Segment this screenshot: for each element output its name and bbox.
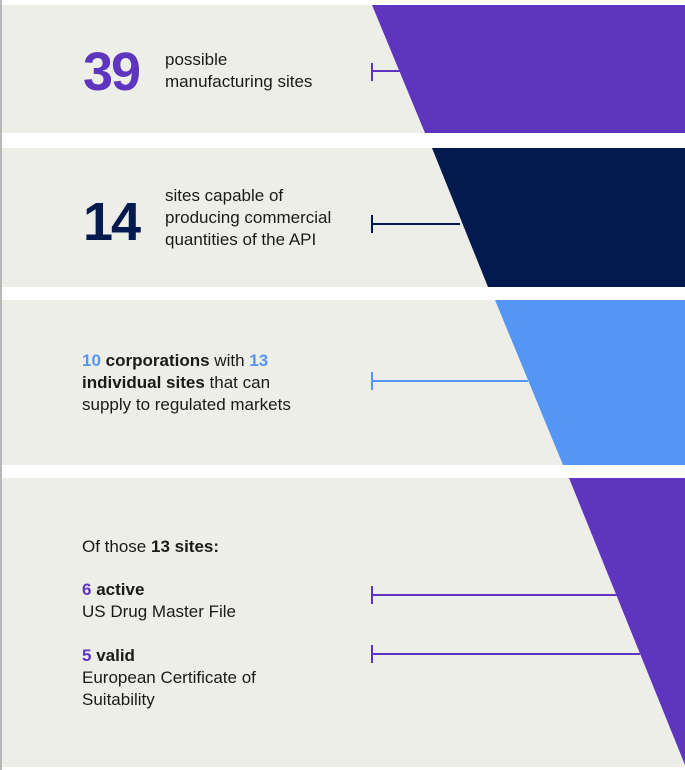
funnel-stage-certifications: Of those 13 sites: 6 active US Drug Mast… [2,478,685,767]
desc-line: supply to regulated markets [82,395,291,414]
left-border [0,0,2,770]
desc-line: manufacturing sites [165,72,313,91]
desc-line: European Certificate of [82,668,256,687]
desc-line: possible [165,50,228,69]
text: that can [209,373,271,392]
funnel-stage-regulated-markets: 10 corporations with 13 individual sites… [2,300,685,465]
stat-label: valid [96,646,135,665]
stat-description: possible manufacturing sites [165,49,312,93]
stat-description: 10 corporations with 13 individual sites… [82,350,291,416]
bold-text: individual sites [82,373,205,392]
desc-line: individual sites that can [82,372,291,394]
desc-line: Suitability [82,690,155,709]
stat-item-dmf: 6 active US Drug Master File [82,579,236,623]
stat-number: 14 [83,192,141,252]
stat-number: 6 [82,580,92,599]
stat-number: 5 [82,646,92,665]
stat-label: active [96,580,145,599]
sites-count: 13 [249,351,269,370]
desc-line: 10 corporations with 13 [82,350,291,372]
funnel-shape [371,148,685,287]
funnel-stage-commercial-sites: 14 sites capable of producing commercial… [2,148,685,287]
desc-line: US Drug Master File [82,602,236,621]
stat-item-cep: 5 valid European Certificate of Suitabil… [82,645,256,711]
bold-text: corporations [105,351,210,370]
funnel-stage-possible-sites: 39 possible manufacturing sites [2,5,685,133]
stat-number: 39 [83,42,141,102]
stat-description: sites capable of producing commercial qu… [165,185,331,251]
funnel-shape [371,5,685,133]
funnel-shape [371,300,685,465]
bold-text: 13 sites: [151,537,220,556]
text: with [214,351,245,370]
desc-line: sites capable of [165,186,284,205]
funnel-shape [371,478,685,765]
desc-line: quantities of the API [165,230,317,249]
corporations-count: 10 [82,351,101,370]
text: Of those [82,537,147,556]
intro-text: Of those 13 sites: [82,536,219,558]
desc-line: producing commercial [165,208,332,227]
